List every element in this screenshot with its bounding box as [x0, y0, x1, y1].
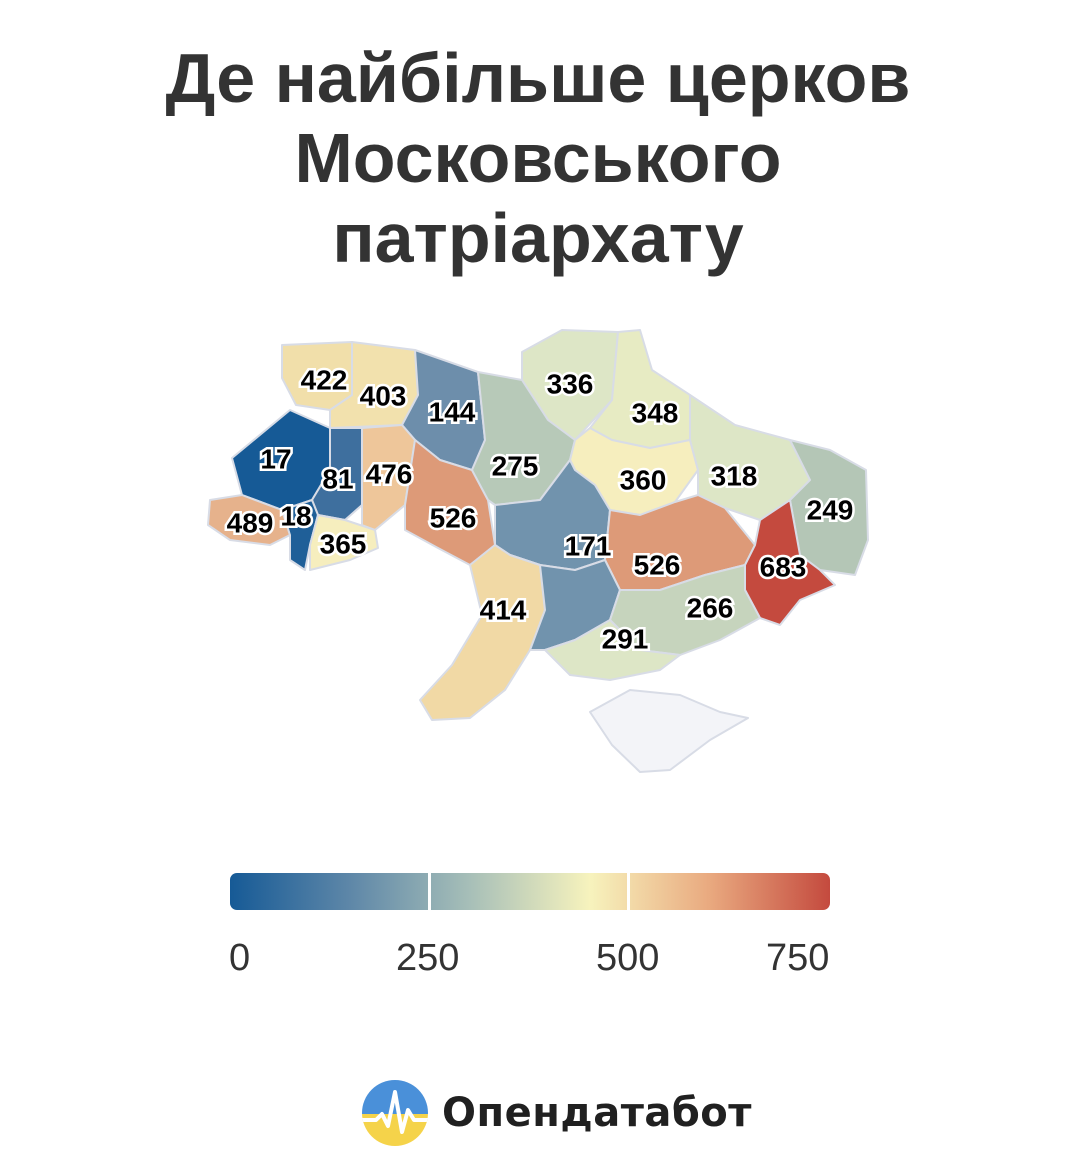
region-15 [281, 499, 319, 571]
region-label-4: 336 [547, 368, 594, 399]
region-8 [361, 424, 416, 531]
opendatabot-logo-icon [362, 1080, 428, 1146]
region-label-18: 526 [634, 549, 681, 580]
region-label-24: 291 [602, 623, 649, 654]
region-label-19: 683 [760, 551, 807, 582]
brand-name: Опендатабот [442, 1090, 752, 1136]
legend-divider-500 [627, 873, 630, 910]
legend-tick-750: 750 [766, 937, 830, 979]
ukraine-choropleth-map: 422 403 144 336 348 17 81 476 526 275 360 318 249 489… [207, 329, 869, 773]
region-label-1: 403 [360, 380, 407, 411]
title-line-1: Де найбільше церков [165, 39, 911, 117]
title-line-2: Московського [294, 119, 782, 197]
region-label-15: 18 [280, 500, 311, 531]
region-16 [309, 514, 379, 571]
region-13 [789, 439, 869, 576]
regions-layer [207, 329, 869, 773]
region-label-12: 318 [711, 460, 758, 491]
region-24 [589, 689, 749, 773]
region-label-14: 489 [227, 507, 274, 538]
page-title: Де найбільше церков Московського патріар… [0, 38, 1076, 278]
labels-layer: 422 403 144 336 348 17 81 476 526 275 360 318 249 489… [224, 362, 856, 657]
region-label-21: 414 [480, 594, 527, 625]
region-label-7: 81 [322, 463, 353, 494]
legend-tick-250: 250 [396, 937, 460, 979]
region-label-8: 476 [366, 458, 413, 489]
legend-divider-250 [428, 873, 431, 910]
region-label-6: 17 [260, 443, 291, 474]
region-14 [207, 494, 291, 546]
region-23 [544, 619, 681, 681]
region-20 [419, 544, 546, 721]
region-label-10: 275 [492, 450, 539, 481]
legend-gradient-bar [230, 873, 830, 910]
legend-tick-500: 500 [596, 937, 660, 979]
region-label-17: 171 [565, 530, 612, 561]
region-label-0: 422 [301, 364, 348, 395]
legend-tick-0: 0 [229, 937, 251, 979]
region-label-13: 249 [807, 494, 854, 525]
region-label-11: 360 [620, 464, 667, 495]
brand: Опендатабот [362, 1080, 752, 1146]
region-label-5: 348 [632, 397, 679, 428]
region-label-23: 266 [687, 592, 734, 623]
region-label-16: 365 [320, 528, 367, 559]
color-scale-legend [230, 873, 830, 910]
region-label-9: 526 [430, 502, 477, 533]
region-label-2: 144 [429, 396, 476, 427]
title-line-3: патріархату [332, 199, 744, 277]
